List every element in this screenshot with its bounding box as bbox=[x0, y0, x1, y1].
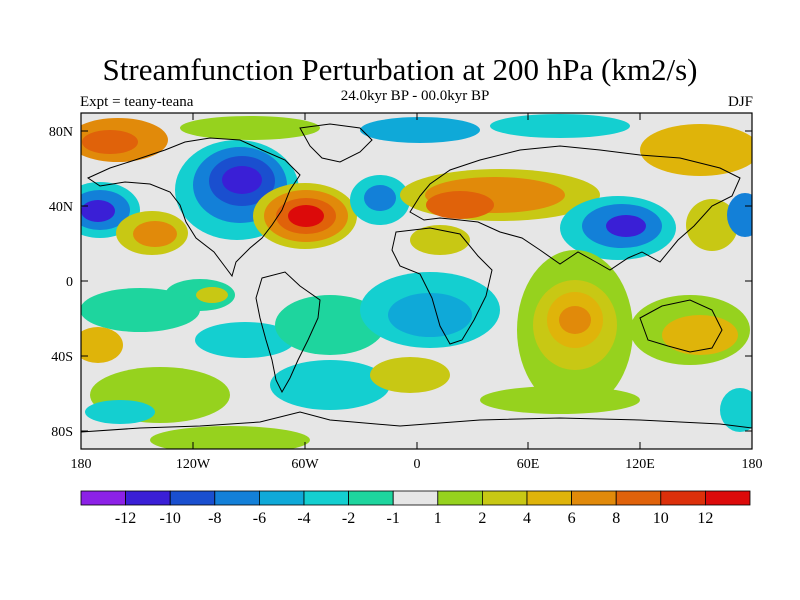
fill-negative bbox=[720, 388, 752, 432]
colorbar-swatch bbox=[481, 490, 528, 506]
fill-negative bbox=[222, 166, 262, 194]
lat-label: 0 bbox=[66, 275, 73, 290]
experiment-label: Expt = teany-teana bbox=[80, 94, 194, 110]
lon-label: 120W bbox=[176, 457, 211, 472]
fill-positive bbox=[480, 386, 640, 414]
lon-label: 180 bbox=[71, 457, 92, 472]
colorbar-swatch bbox=[125, 490, 171, 506]
fill-negative bbox=[360, 117, 480, 143]
fill-positive bbox=[559, 306, 591, 334]
coast-africa bbox=[391, 227, 493, 345]
fill-positive bbox=[196, 287, 228, 303]
lat-ticks bbox=[81, 130, 752, 432]
colorbar-label: -1 bbox=[387, 510, 400, 527]
colorbar-swatch bbox=[705, 490, 751, 506]
colorbar-swatch bbox=[80, 490, 126, 506]
fill-positive bbox=[288, 205, 324, 227]
lon-label: 60W bbox=[291, 457, 319, 472]
fill-positive bbox=[133, 221, 177, 247]
coast-south-america bbox=[255, 271, 321, 394]
lat-label: 40S bbox=[51, 350, 73, 365]
colorbar-label: -4 bbox=[297, 510, 310, 527]
colorbar-label: -2 bbox=[342, 510, 355, 527]
colorbar-label: 8 bbox=[612, 510, 620, 527]
lat-label: 80S bbox=[51, 425, 73, 440]
colorbar-swatch bbox=[571, 490, 617, 506]
colorbar-swatch bbox=[348, 490, 394, 506]
colorbar-label: 6 bbox=[568, 510, 576, 527]
lon-label: 0 bbox=[414, 457, 421, 472]
colorbar-swatch bbox=[303, 490, 349, 506]
lon-ticks bbox=[80, 113, 753, 449]
colorbar-label: -12 bbox=[115, 510, 136, 527]
coast-australia bbox=[639, 299, 723, 353]
colorbar-swatch bbox=[214, 490, 260, 506]
colorbar-label: -8 bbox=[208, 510, 221, 527]
coast-eurasia bbox=[409, 145, 741, 271]
fill-positive bbox=[180, 116, 320, 140]
page-title: Streamfunction Perturbation at 200 hPa (… bbox=[102, 52, 698, 87]
colorbar-label: 4 bbox=[523, 510, 531, 527]
colorbar-label: 2 bbox=[478, 510, 486, 527]
fill-positive bbox=[686, 199, 738, 251]
coast-antarctica bbox=[81, 411, 752, 433]
coast-north-america bbox=[86, 137, 301, 278]
fill-negative bbox=[195, 322, 295, 358]
fill-positive bbox=[150, 426, 310, 449]
fill-positive bbox=[662, 315, 738, 355]
fill-negative bbox=[81, 200, 115, 222]
lat-label: 80N bbox=[49, 125, 73, 140]
fill-positive bbox=[426, 191, 494, 219]
subtitle: 24.0kyr BP - 00.0kyr BP bbox=[340, 88, 490, 104]
fill-negative bbox=[727, 193, 752, 237]
field-layer bbox=[81, 113, 752, 449]
colorbar-label: -10 bbox=[160, 510, 181, 527]
colorbar-swatch bbox=[615, 490, 662, 506]
colorbar bbox=[80, 490, 751, 506]
lat-label: 40N bbox=[49, 200, 73, 215]
lon-label: 180 bbox=[742, 457, 763, 472]
fill-negative bbox=[364, 185, 396, 211]
colorbar-label: 12 bbox=[697, 510, 713, 527]
colorbar-swatch bbox=[258, 490, 305, 506]
fill-positive bbox=[82, 130, 138, 154]
lon-label: 60E bbox=[517, 457, 540, 472]
colorbar-label: -6 bbox=[253, 510, 266, 527]
lon-label: 120E bbox=[625, 457, 655, 472]
season-label: DJF bbox=[727, 94, 753, 110]
fill-negative bbox=[275, 295, 385, 355]
colorbar-swatch bbox=[660, 490, 706, 506]
colorbar-label: 1 bbox=[434, 510, 442, 527]
colorbar-swatch bbox=[392, 490, 439, 506]
colorbar-swatch bbox=[169, 490, 216, 506]
fill-negative bbox=[606, 215, 646, 237]
fill-positive bbox=[370, 357, 450, 393]
fill-negative bbox=[85, 400, 155, 424]
fill-positive bbox=[640, 124, 752, 176]
colorbar-swatch bbox=[437, 490, 483, 506]
fill-positive bbox=[81, 327, 123, 363]
fill-negative bbox=[270, 360, 390, 410]
colorbar-label: 10 bbox=[653, 510, 669, 527]
fill-negative bbox=[388, 293, 472, 337]
coast-greenland bbox=[299, 123, 373, 163]
colorbar-swatch bbox=[526, 490, 572, 506]
contour-fills bbox=[81, 114, 752, 449]
fill-negative bbox=[81, 288, 200, 332]
coastlines bbox=[81, 123, 752, 433]
fill-negative bbox=[490, 114, 630, 138]
colorbar-labels: -12 -10 -8 -6 -4 -2 -1 1 2 4 6 8 10 12 bbox=[115, 510, 713, 527]
